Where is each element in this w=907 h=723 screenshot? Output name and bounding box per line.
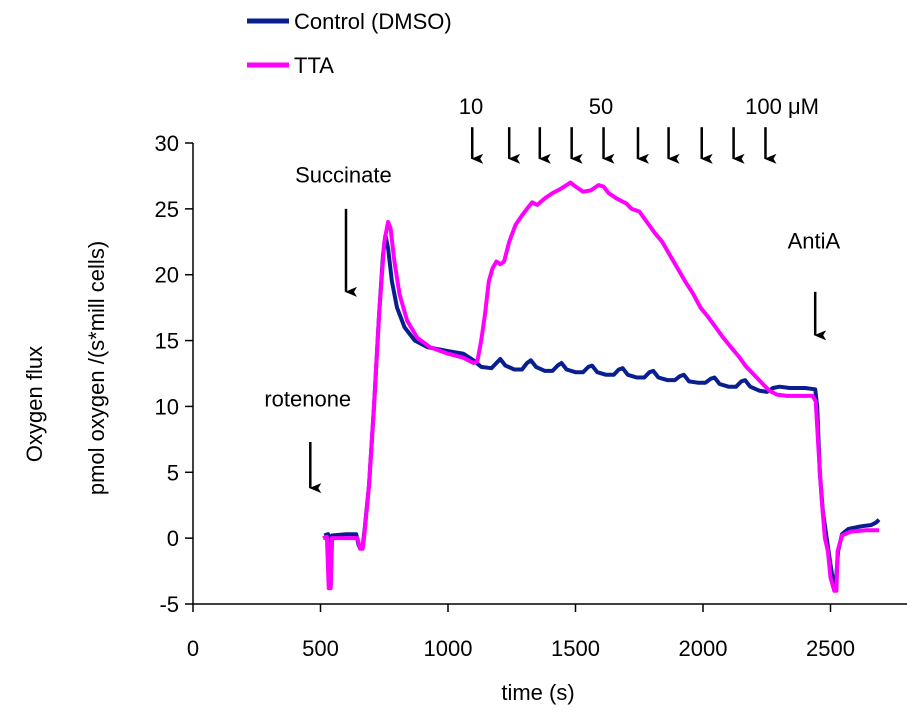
legend-label-control: Control (DMSO) — [294, 9, 452, 34]
x-tick-label: 0 — [187, 636, 199, 661]
x-axis-title: time (s) — [501, 680, 574, 705]
x-tick-label: 500 — [302, 636, 339, 661]
y-tick-label: -5 — [159, 592, 179, 617]
x-tick-label: 1000 — [424, 636, 473, 661]
y-tick-label: 20 — [155, 263, 179, 288]
axes: -5 0 5 10 15 20 25 30 0 500 1000 1500 2000 2500 — [155, 131, 907, 661]
y-tick-label: 5 — [167, 460, 179, 485]
annotation-label: rotenone — [264, 386, 351, 411]
x-tick-label: 1500 — [551, 636, 600, 661]
series-line-tta — [322, 180, 879, 593]
series-line-control — [323, 233, 881, 588]
y-axis-title-line2: pmol oxygen /(s*mill cells) — [84, 241, 109, 495]
x-tick-label: 2000 — [679, 636, 728, 661]
annotation-label: 10 — [459, 94, 483, 119]
y-tick-label: 10 — [155, 394, 179, 419]
y-tick-label: 0 — [167, 526, 179, 551]
series-layer — [322, 180, 881, 593]
annotation-label: AntiA — [788, 228, 841, 253]
y-tick-label: 25 — [155, 197, 179, 222]
y-axis-title-line1: Oxygen flux — [22, 346, 47, 462]
annotation-label: Succinate — [295, 163, 392, 188]
x-tick-label: 2500 — [806, 636, 855, 661]
y-tick-label: 15 — [155, 329, 179, 354]
legend-label-tta: TTA — [294, 53, 334, 78]
annotation-label: 100 μM — [745, 94, 819, 119]
annotation-label: 50 — [589, 94, 613, 119]
annotations: rotenone Succinate AntiA 10 50 100 μM — [264, 94, 841, 494]
legend: Control (DMSO) TTA — [247, 9, 452, 78]
y-tick-label: 30 — [155, 131, 179, 156]
